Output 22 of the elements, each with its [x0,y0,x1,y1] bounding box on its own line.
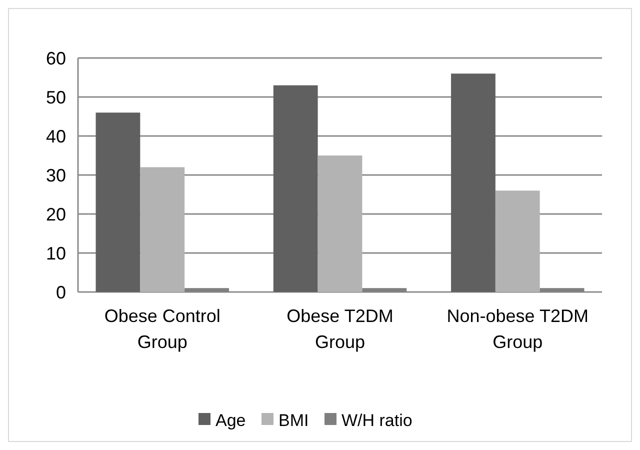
bar [184,288,229,292]
bar [96,112,140,292]
y-tick-label: 10 [46,243,66,264]
bar [140,167,185,292]
y-tick-label: 60 [46,48,66,68]
y-tick-label: 40 [46,126,66,146]
legend-label: Age [216,410,246,430]
legend-label: BMI [278,410,309,430]
bar [362,288,407,292]
y-tick-label: 50 [46,87,66,108]
x-tick-label: Non-obese T2DM Group [446,306,588,352]
y-tick-label: 0 [56,282,66,302]
bar [273,85,318,292]
x-tick-label: Obese Control Group [104,306,220,352]
bar [318,156,362,292]
x-tick-label: Obese T2DM Group [286,306,394,352]
bar [540,288,584,292]
y-tick-label: 30 [46,165,66,186]
legend-label: W/H ratio [342,410,412,430]
bar [495,190,540,292]
y-tick-label: 20 [46,204,66,224]
bar [451,74,496,292]
